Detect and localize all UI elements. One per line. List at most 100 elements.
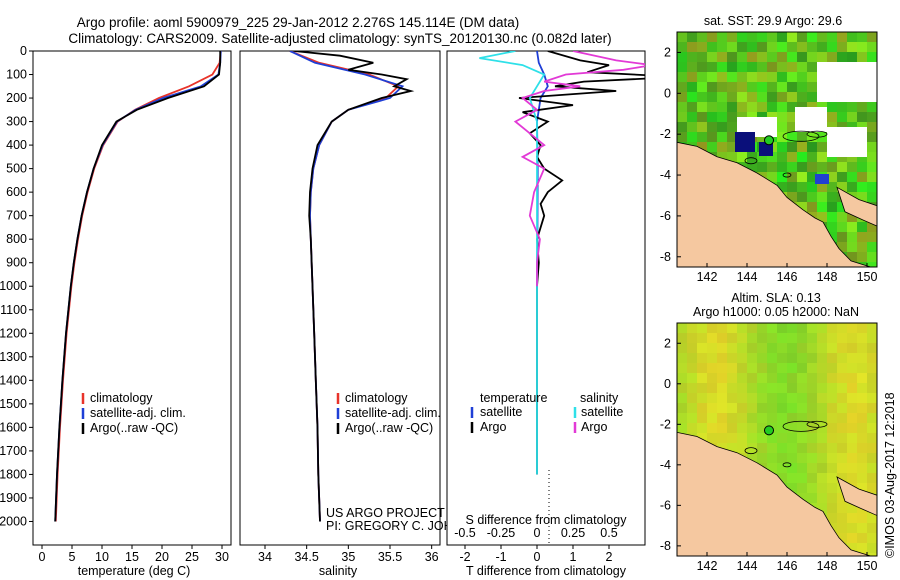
top-x-tick-label: 0.5 <box>600 526 617 540</box>
map-cell <box>747 343 758 354</box>
map-cell <box>867 453 877 464</box>
map-cell <box>777 363 788 374</box>
map-cell <box>767 162 778 173</box>
map-cell <box>707 413 718 424</box>
map-cell <box>727 62 738 73</box>
y-tick-label: -6 <box>660 498 671 512</box>
y-tick-label: -6 <box>660 209 671 223</box>
map-cell <box>777 343 788 354</box>
map-cell <box>857 323 868 334</box>
map-cell <box>777 92 788 103</box>
map-cell <box>857 373 868 384</box>
map-cell <box>767 443 778 454</box>
map-cell <box>867 393 877 404</box>
map-cell <box>837 453 848 464</box>
x-tick-label: 0 <box>39 550 46 564</box>
map-cell <box>687 333 698 344</box>
y-tick-label: -2 <box>660 127 671 141</box>
map-cell <box>677 333 688 344</box>
map-cell <box>797 373 808 384</box>
top-x-tick-label: 0.25 <box>561 526 585 540</box>
salinity-x-label: salinity <box>319 564 358 578</box>
map-cell <box>867 323 877 334</box>
map-cell <box>857 523 868 534</box>
map-cell <box>857 222 868 233</box>
map-cell <box>777 463 788 474</box>
map-cell <box>847 413 858 424</box>
difference-series <box>479 51 645 475</box>
map-cell <box>817 503 828 514</box>
map-cell <box>827 413 838 424</box>
map-cell <box>797 162 808 173</box>
map-cell <box>807 152 818 163</box>
map-cell <box>837 202 848 213</box>
map-cell <box>677 373 688 384</box>
map-cell <box>737 443 748 454</box>
map-cell <box>677 102 688 113</box>
map-cell <box>807 433 818 444</box>
map-cell <box>747 42 758 53</box>
map-cell <box>717 112 728 123</box>
map-cell <box>867 463 877 474</box>
map-cell <box>817 152 828 163</box>
map-cell <box>737 363 748 374</box>
map-cell <box>717 433 728 444</box>
map-cell <box>777 413 788 424</box>
map-cell <box>757 373 768 384</box>
map-cell <box>797 32 808 43</box>
map-cell <box>827 52 838 63</box>
y-tick-label: 600 <box>6 185 27 199</box>
map-cell <box>847 423 858 434</box>
map-cell <box>807 483 818 494</box>
map-cell <box>827 162 838 173</box>
map-cell <box>867 32 877 43</box>
map-cell <box>717 32 728 43</box>
map-cell <box>777 102 788 113</box>
map-cell <box>827 202 838 213</box>
map-cell <box>777 42 788 53</box>
map-cell <box>787 92 798 103</box>
map-cell <box>837 152 848 163</box>
map-cell <box>717 353 728 364</box>
map-cell <box>777 403 788 414</box>
map-cell <box>727 152 738 163</box>
x-tick-label: 15 <box>125 550 139 564</box>
map-cell <box>837 182 848 193</box>
map-cell <box>757 162 768 173</box>
map-cell <box>867 473 877 484</box>
map-cell <box>717 403 728 414</box>
map-cell <box>797 433 808 444</box>
map-cell <box>757 343 768 354</box>
map-cell <box>747 323 758 334</box>
map-cell <box>767 393 778 404</box>
map-cell <box>837 172 848 183</box>
map-cell <box>847 503 858 514</box>
y-tick-label: 1000 <box>0 279 27 293</box>
map-cell <box>717 413 728 424</box>
temperature-x-label: temperature (deg C) <box>78 564 191 578</box>
map-cell <box>807 92 818 103</box>
map-cell <box>817 413 828 424</box>
map-cell <box>757 72 768 83</box>
map-cell <box>747 72 758 83</box>
map-cell <box>767 353 778 364</box>
map-cell <box>827 182 838 193</box>
x-tick-label: -1 <box>495 550 506 564</box>
map-cell <box>727 82 738 93</box>
map-cell <box>727 72 738 83</box>
map-cell <box>817 42 828 53</box>
map-cell <box>767 433 778 444</box>
map-cell <box>717 142 728 153</box>
y-tick-label: 1700 <box>0 444 27 458</box>
series-line-salinity-satellite <box>479 51 546 475</box>
map-cell <box>837 503 848 514</box>
map-cell <box>727 373 738 384</box>
map-cell <box>737 92 748 103</box>
map-cell <box>767 102 778 113</box>
map-cell <box>787 463 798 474</box>
island-new-britain <box>836 476 877 516</box>
map-cell <box>827 192 838 203</box>
map-cell <box>677 72 688 83</box>
map-cell <box>787 72 798 83</box>
